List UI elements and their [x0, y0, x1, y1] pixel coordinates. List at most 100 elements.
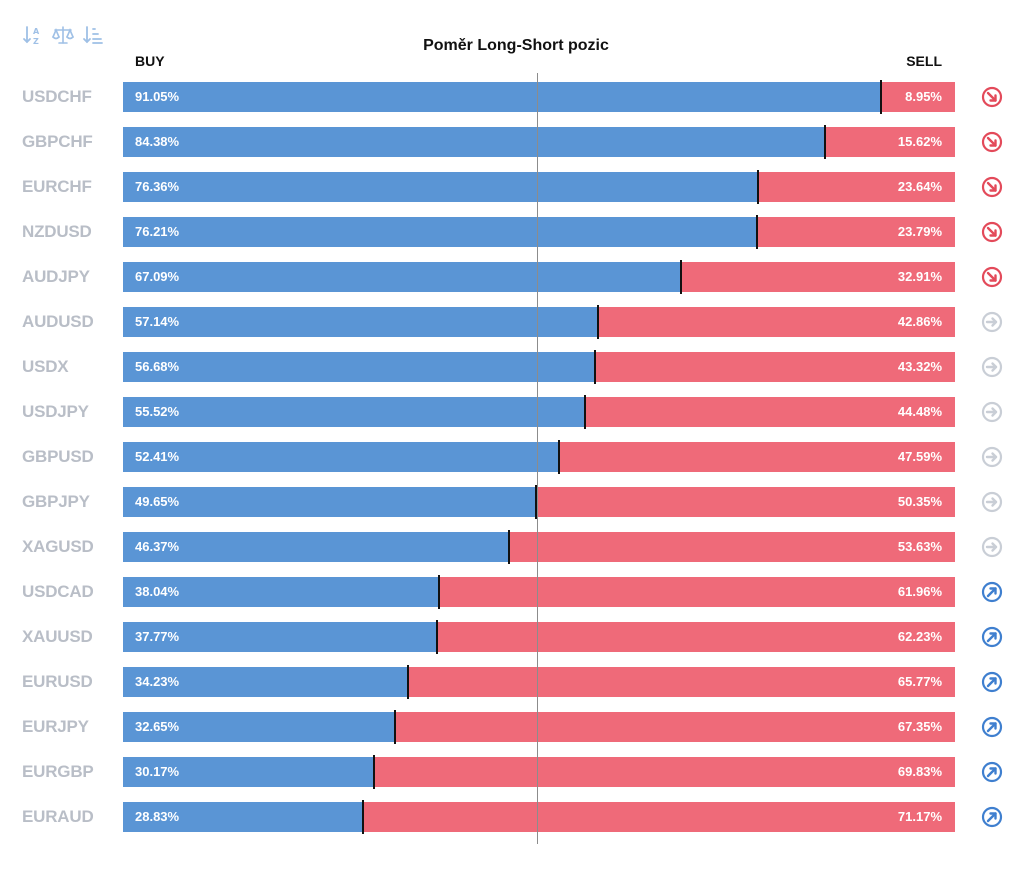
- trend-neutral-icon[interactable]: [981, 491, 1003, 513]
- ratio-row: EURUSD 34.23% 65.77%: [0, 665, 1032, 699]
- symbol-label[interactable]: USDCHF: [22, 87, 92, 106]
- symbol-label[interactable]: EURAUD: [22, 807, 94, 826]
- ratio-row: USDX 56.68% 43.32%: [0, 350, 1032, 384]
- trend-up-icon[interactable]: [981, 626, 1003, 648]
- ratio-divider: [436, 620, 438, 654]
- sell-percent: 43.32%: [897, 359, 942, 374]
- sell-percent: 65.77%: [897, 674, 942, 689]
- ratio-row: XAUUSD 37.77% 62.23%: [0, 620, 1032, 654]
- buy-bar: [123, 442, 559, 472]
- buy-bar: [123, 307, 598, 337]
- ratio-divider: [508, 530, 510, 564]
- ratio-row: NZDUSD 76.21% 23.79%: [0, 215, 1032, 249]
- buy-percent: 84.38%: [135, 134, 180, 149]
- buy-percent: 46.37%: [135, 539, 180, 554]
- balance-scale-icon[interactable]: [52, 24, 74, 46]
- buy-percent: 32.65%: [135, 719, 180, 734]
- symbol-label[interactable]: XAUUSD: [22, 627, 93, 646]
- sell-percent: 62.23%: [897, 629, 942, 644]
- sell-bar: [123, 262, 955, 292]
- symbol-label[interactable]: EURUSD: [22, 672, 93, 691]
- trend-neutral-icon[interactable]: [981, 356, 1003, 378]
- buy-header: BUY: [135, 53, 165, 69]
- ratio-row: AUDUSD 57.14% 42.86%: [0, 305, 1032, 339]
- buy-percent: 34.23%: [135, 674, 180, 689]
- symbol-label[interactable]: AUDUSD: [22, 312, 94, 331]
- buy-bar: [123, 532, 509, 562]
- symbol-label[interactable]: GBPCHF: [22, 132, 93, 151]
- buy-percent: 30.17%: [135, 764, 180, 779]
- trend-down-icon[interactable]: [981, 176, 1003, 198]
- sell-percent: 42.86%: [897, 314, 942, 329]
- trend-up-icon[interactable]: [981, 716, 1003, 738]
- ratio-row: USDCAD 38.04% 61.96%: [0, 575, 1032, 609]
- ratio-divider: [362, 800, 364, 834]
- buy-percent: 49.65%: [135, 494, 180, 509]
- ratio-divider: [438, 575, 440, 609]
- ratio-row: AUDJPY 67.09% 32.91%: [0, 260, 1032, 294]
- symbol-label[interactable]: EURCHF: [22, 177, 92, 196]
- ratio-divider: [824, 125, 826, 159]
- symbol-label[interactable]: USDCAD: [22, 582, 94, 601]
- sell-bar: [123, 622, 955, 652]
- sell-bar: [123, 487, 955, 517]
- buy-percent: 56.68%: [135, 359, 180, 374]
- sell-bar: [123, 82, 955, 112]
- ratio-rows: USDCHF 91.05% 8.95% GBPCHF 84.38% 15.62% EURCH…: [0, 80, 1032, 847]
- svg-text:Z: Z: [33, 37, 39, 46]
- ratio-row: USDJPY 55.52% 44.48%: [0, 395, 1032, 429]
- trend-down-icon[interactable]: [981, 131, 1003, 153]
- ratio-divider: [594, 350, 596, 384]
- buy-bar: [123, 622, 437, 652]
- sort-alpha-icon[interactable]: A Z: [22, 24, 44, 46]
- sell-percent: 23.64%: [897, 179, 942, 194]
- sell-percent: 53.63%: [897, 539, 942, 554]
- sell-bar: [123, 577, 955, 607]
- ratio-divider: [373, 755, 375, 789]
- symbol-label[interactable]: NZDUSD: [22, 222, 92, 241]
- buy-percent: 76.36%: [135, 179, 180, 194]
- trend-up-icon[interactable]: [981, 806, 1003, 828]
- buy-bar: [123, 352, 595, 382]
- sell-bar: [123, 307, 955, 337]
- symbol-label[interactable]: GBPJPY: [22, 492, 90, 511]
- trend-neutral-icon[interactable]: [981, 536, 1003, 558]
- trend-down-icon[interactable]: [981, 221, 1003, 243]
- ratio-row: GBPJPY 49.65% 50.35%: [0, 485, 1032, 519]
- symbol-label[interactable]: USDJPY: [22, 402, 89, 421]
- sell-percent: 44.48%: [897, 404, 942, 419]
- buy-bar: [123, 712, 395, 742]
- symbol-label[interactable]: USDX: [22, 357, 69, 376]
- buy-bar: [123, 802, 363, 832]
- trend-down-icon[interactable]: [981, 266, 1003, 288]
- buy-bar: [123, 487, 536, 517]
- trend-up-icon[interactable]: [981, 581, 1003, 603]
- sell-bar: [123, 442, 955, 472]
- trend-neutral-icon[interactable]: [981, 401, 1003, 423]
- trend-neutral-icon[interactable]: [981, 446, 1003, 468]
- symbol-label[interactable]: GBPUSD: [22, 447, 94, 466]
- sell-percent: 8.95%: [905, 89, 942, 104]
- buy-bar: [123, 577, 439, 607]
- sell-bar: [123, 802, 955, 832]
- toolbar: A Z: [22, 24, 104, 46]
- ratio-divider: [756, 215, 758, 249]
- trend-down-icon[interactable]: [981, 86, 1003, 108]
- sort-amount-icon[interactable]: [82, 24, 104, 46]
- sell-bar: [123, 397, 955, 427]
- svg-text:A: A: [33, 27, 40, 36]
- sell-bar: [123, 217, 955, 247]
- sell-bar: [123, 172, 955, 202]
- symbol-label[interactable]: EURGBP: [22, 762, 94, 781]
- symbol-label[interactable]: AUDJPY: [22, 267, 90, 286]
- symbol-label[interactable]: XAGUSD: [22, 537, 94, 556]
- sell-percent: 32.91%: [897, 269, 942, 284]
- ratio-divider: [880, 80, 882, 114]
- sell-percent: 67.35%: [897, 719, 942, 734]
- sell-bar: [123, 532, 955, 562]
- trend-up-icon[interactable]: [981, 761, 1003, 783]
- trend-neutral-icon[interactable]: [981, 311, 1003, 333]
- symbol-label[interactable]: EURJPY: [22, 717, 89, 736]
- trend-up-icon[interactable]: [981, 671, 1003, 693]
- ratio-row: EURCHF 76.36% 23.64%: [0, 170, 1032, 204]
